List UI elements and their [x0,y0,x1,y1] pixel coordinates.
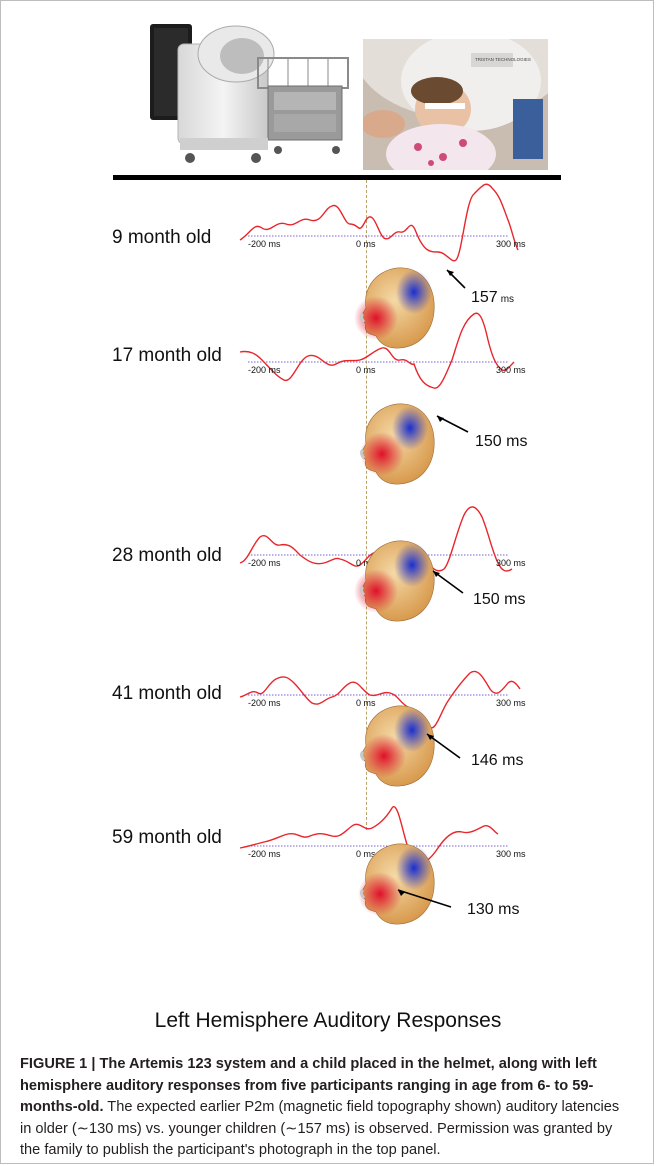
magnetic-field-topography-head [359,705,435,787]
tick-left-label: -200 ms [248,365,281,375]
age-label: 59 month old [112,827,222,848]
latency-label: 130 ms [467,901,519,919]
tick-left-label: -200 ms [248,558,281,568]
latency-label: 146 ms [471,752,523,770]
response-waveform [239,670,521,729]
age-label: 28 month old [112,545,222,566]
age-label: 9 month old [112,227,212,248]
figure-subtitle: Left Hemisphere Auditory Responses [154,1009,502,1032]
latency-label: 150 ms [475,433,527,451]
age-label: 41 month old [112,683,222,704]
caption-title: FIGURE 1 | The Artemis 123 system and a … [20,1056,597,1115]
panel-divider [113,175,561,180]
latency-value: 146 ms [471,752,524,769]
tick-zero-label: 0 ms [356,698,376,708]
latency-value: 150 ms [475,433,528,450]
latency-label: 157 ms [471,289,514,307]
tick-right-label: 300 ms [496,558,526,568]
tick-right-label: 300 ms [496,365,526,375]
tick-right-label: 300 ms [496,239,526,249]
zero-time-line [366,180,367,830]
response-waveform [239,183,519,262]
latency-value: 130 ms [467,901,520,918]
tick-left-label: -200 ms [248,849,281,859]
response-waveform [239,806,499,864]
tick-left-label: -200 ms [248,698,281,708]
artemis-123-system-illustration [150,24,349,163]
latency-value: 150 ms [473,591,526,608]
tick-zero-label: 0 ms [356,239,376,249]
tick-zero-label: 0 ms [356,365,376,375]
latency-unit: ms [500,294,515,305]
latency-value: 157 [471,289,498,306]
child-in-helmet-photo: TRISTAN TECHNOLOGIES [363,39,548,170]
waveform-plot [239,312,515,389]
tick-zero-label: 0 ms [356,849,376,859]
tick-zero-label: 0 ms [356,558,376,568]
caption-text: The expected earlier P2m (magnetic field… [20,1099,620,1158]
magnetic-field-topography-head [354,540,435,622]
figure-caption: FIGURE 1 | The Artemis 123 system and a … [20,1054,634,1162]
tick-left-label: -200 ms [248,239,281,249]
waveform-plot [239,670,521,729]
response-waveform [239,312,515,389]
photo-label: TRISTAN TECHNOLOGIES [475,57,531,62]
latency-label: 150 ms [473,591,525,609]
magnetic-field-topography-head [354,267,435,349]
waveform-plot [239,183,519,262]
tick-right-label: 300 ms [496,698,526,708]
magnetic-field-topography-head [358,843,435,925]
age-label: 17 month old [112,345,222,366]
magnetic-field-topography-head [359,403,435,485]
waveform-plot [239,806,508,864]
tick-right-label: 300 ms [496,849,526,859]
